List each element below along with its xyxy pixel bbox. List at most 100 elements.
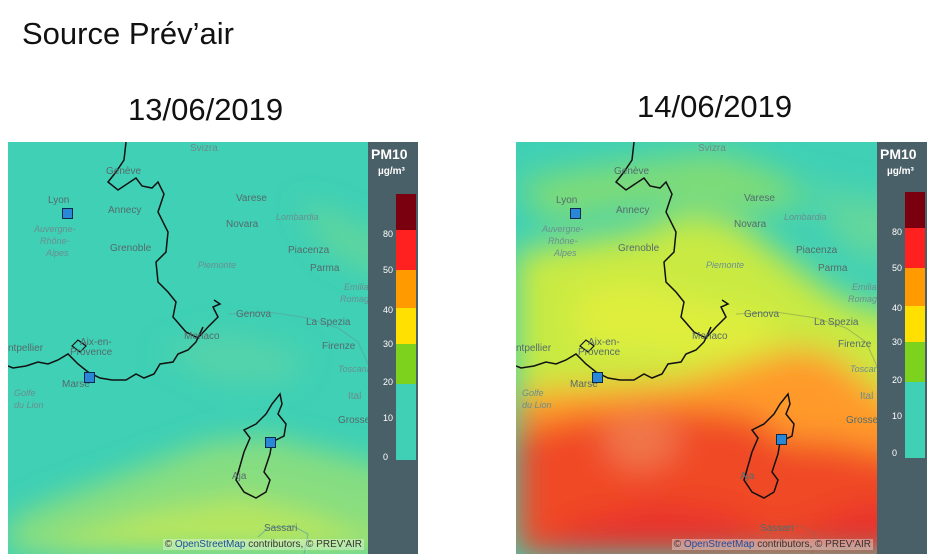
legend-swatch-80plus	[905, 192, 925, 228]
legend-color-bar	[396, 194, 416, 460]
label-ajaccio: Aja	[232, 471, 247, 482]
station-marker-corsica[interactable]	[265, 437, 276, 448]
label-dulion: du Lion	[14, 400, 44, 410]
legend-swatch-20-30	[396, 344, 416, 384]
label-lombardia: Lombardia	[784, 212, 827, 222]
label-lyon: Lyon	[556, 195, 578, 206]
label-genova: Genova	[744, 309, 780, 320]
legend-title: PM10	[371, 146, 408, 162]
legend-swatch-0-20	[396, 384, 416, 460]
legend-unit: µg/m³	[378, 166, 405, 177]
legend-swatch-50-80	[905, 228, 925, 268]
legend-tick-80: 80	[892, 227, 903, 237]
openstreetmap-link[interactable]: OpenStreetMap	[683, 539, 755, 550]
label-ajaccio: Aja	[740, 471, 755, 482]
label-monaco: Monaco	[184, 331, 220, 342]
legend-swatch-0-20	[905, 382, 925, 458]
legend-tick-40: 40	[383, 305, 394, 315]
label-sassari: Sassari	[264, 523, 298, 534]
label-monaco: Monaco	[692, 331, 728, 342]
label-dulion: du Lion	[522, 400, 552, 410]
label-toscana: Toscana	[338, 364, 372, 374]
legend-tick-10: 10	[383, 413, 394, 423]
label-laspezia: La Spezia	[306, 317, 351, 328]
legend-swatch-50-80	[396, 230, 416, 270]
legend-swatch-40-50	[905, 268, 925, 306]
label-svizra: Svizra	[698, 143, 726, 154]
label-piacenza: Piacenza	[288, 245, 330, 256]
label-italia: Ital	[348, 391, 362, 402]
label-lombardia: Lombardia	[276, 212, 319, 222]
attribution-suffix: contributors, © PREV'AIR	[245, 539, 362, 550]
label-annecy: Annecy	[108, 205, 142, 216]
label-alpes: Alpes	[554, 248, 577, 258]
label-annecy: Annecy	[616, 205, 650, 216]
legend-tick-0: 0	[892, 448, 898, 458]
label-grosseto: Grosset	[338, 415, 374, 426]
label-romagna: Romagna	[340, 294, 380, 304]
label-grenoble: Grenoble	[618, 243, 660, 254]
label-varese: Varese	[236, 193, 267, 204]
label-grosseto: Grosset	[846, 415, 882, 426]
pm10-map-14-06[interactable]: Svizra Genève Lyon Annecy Auvergne- Rhôn…	[516, 142, 927, 554]
station-marker-marseille[interactable]	[592, 372, 603, 383]
legend-swatch-20-30	[905, 342, 925, 382]
label-italia: Ital	[860, 391, 874, 402]
pollution-field-left	[8, 142, 418, 554]
legend-swatch-40-50	[396, 270, 416, 308]
legend-tick-40: 40	[892, 303, 903, 313]
label-piacenza: Piacenza	[796, 245, 838, 256]
label-golfe: Golfe	[14, 388, 36, 398]
label-marseille: Marse	[62, 379, 90, 390]
label-piemonte: Piemonte	[198, 260, 237, 270]
label-toscana: Toscana	[850, 364, 884, 374]
legend-tick-50: 50	[892, 263, 903, 273]
legend-tick-0: 0	[383, 452, 389, 462]
station-marker-marseille[interactable]	[84, 372, 95, 383]
legend-tick-20: 20	[892, 375, 903, 385]
label-piemonte: Piemonte	[706, 260, 745, 270]
label-grenoble: Grenoble	[110, 243, 152, 254]
label-lyon: Lyon	[48, 195, 70, 206]
legend-tick-80: 80	[383, 229, 394, 239]
label-geneve: Genève	[106, 166, 142, 177]
map-attribution: © OpenStreetMap contributors, © PREV'AIR	[162, 539, 364, 550]
label-aixen: Aix-en-	[80, 337, 112, 348]
label-genova: Genova	[236, 309, 272, 320]
label-golfe: Golfe	[522, 388, 544, 398]
legend-unit: µg/m³	[887, 166, 914, 177]
label-romagna: Romagna	[848, 294, 888, 304]
label-parma: Parma	[818, 263, 848, 274]
legend-swatch-30-40	[905, 306, 925, 342]
label-marseille: Marse	[570, 379, 598, 390]
label-firenze: Firenze	[838, 339, 872, 350]
label-parma: Parma	[310, 263, 340, 274]
label-aixen: Aix-en-	[588, 337, 620, 348]
label-alpes: Alpes	[46, 248, 69, 258]
map-attribution: © OpenStreetMap contributors, © PREV'AIR	[671, 539, 873, 550]
label-svizra: Svizra	[190, 143, 218, 154]
legend-tick-10: 10	[892, 411, 903, 421]
legend-swatch-30-40	[396, 308, 416, 344]
label-rhone: Rhône-	[548, 236, 578, 246]
label-provence: Provence	[70, 347, 113, 358]
label-novara: Novara	[734, 219, 767, 230]
source-title: Source Prév’air	[22, 16, 234, 51]
legend-tick-30: 30	[892, 337, 903, 347]
legend-left: PM10 µg/m³ 80 50 40 30 20 10 0	[368, 142, 418, 554]
label-firenze: Firenze	[322, 341, 356, 352]
legend-tick-50: 50	[383, 265, 394, 275]
openstreetmap-link[interactable]: OpenStreetMap	[174, 539, 246, 550]
legend-tick-20: 20	[383, 377, 394, 387]
label-montpellier: ntpellier	[516, 343, 552, 354]
legend-right: PM10 µg/m³ 80 50 40 30 20 10 0	[877, 142, 927, 554]
attribution-prefix: ©	[673, 539, 684, 550]
station-marker-lyon[interactable]	[62, 208, 73, 219]
legend-title: PM10	[880, 146, 917, 162]
legend-tick-30: 30	[383, 339, 394, 349]
pm10-map-13-06[interactable]: Svizra Genève Lyon Annecy Auvergne- Rhôn…	[8, 142, 418, 554]
label-sassari: Sassari	[760, 523, 794, 534]
station-marker-lyon[interactable]	[570, 208, 581, 219]
date-title-right: 14/06/2019	[637, 89, 793, 124]
station-marker-corsica[interactable]	[776, 434, 787, 445]
